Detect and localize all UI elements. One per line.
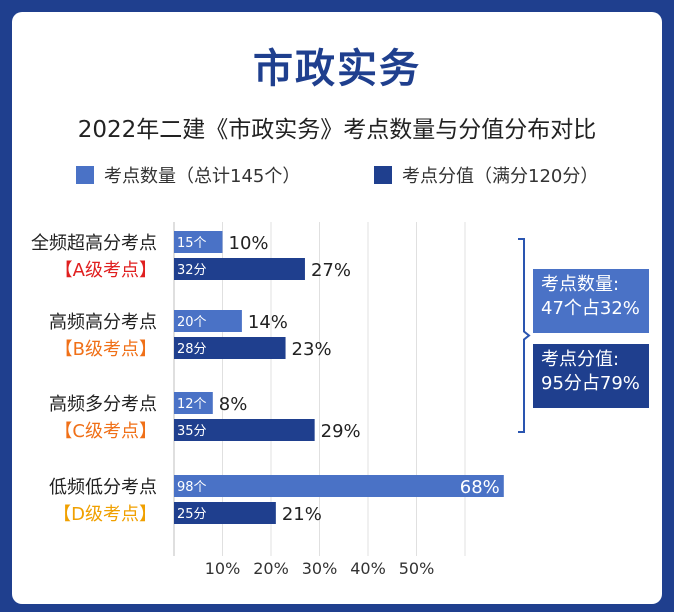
summary-score-line1: 考点分值: bbox=[541, 349, 620, 370]
bar-inner-label: 25分 bbox=[177, 507, 207, 522]
x-tick-label: 30% bbox=[302, 559, 338, 578]
bar-inner-label: 12个 bbox=[177, 397, 207, 412]
summary-box-count: 考点数量: 47个占32% bbox=[533, 269, 649, 333]
bar-value-label: 27% bbox=[311, 260, 351, 281]
bar bbox=[174, 475, 504, 497]
bar-value-label: 21% bbox=[282, 504, 322, 525]
legend-item-count: 考点数量（总计145个） bbox=[76, 162, 300, 188]
bar bbox=[174, 392, 213, 414]
bar-inner-label: 35分 bbox=[177, 424, 207, 439]
legend-label-score: 考点分值（满分120分） bbox=[402, 166, 599, 187]
bar bbox=[174, 419, 315, 441]
summary-count-line2: 47个占32% bbox=[541, 298, 640, 319]
bar-value-label: 68% bbox=[460, 477, 500, 498]
bar-value-label: 10% bbox=[229, 233, 269, 254]
legend-swatch-score bbox=[374, 166, 392, 184]
bar-inner-label: 28分 bbox=[177, 342, 207, 357]
category-level-label: 【D级考点】 bbox=[53, 504, 157, 525]
bar bbox=[174, 502, 276, 524]
legend-item-score: 考点分值（满分120分） bbox=[374, 162, 598, 188]
bar bbox=[174, 310, 242, 332]
category-label: 高频多分考点 bbox=[49, 394, 157, 415]
bar-value-label: 23% bbox=[292, 339, 332, 360]
x-tick-label: 50% bbox=[399, 559, 435, 578]
legend-label-count: 考点数量（总计145个） bbox=[104, 166, 301, 187]
category-level-label: 【A级考点】 bbox=[55, 260, 157, 281]
category-level-label: 【B级考点】 bbox=[55, 339, 157, 360]
legend-swatch-count bbox=[76, 166, 94, 184]
category-level-label: 【C级考点】 bbox=[54, 421, 157, 442]
group-bracket bbox=[518, 238, 531, 433]
x-tick-label: 10% bbox=[205, 559, 241, 578]
x-tick-label: 20% bbox=[253, 559, 289, 578]
bar-inner-label: 98个 bbox=[177, 480, 207, 495]
category-label: 全频超高分考点 bbox=[31, 233, 157, 254]
bar bbox=[174, 337, 286, 359]
bar-inner-label: 20个 bbox=[177, 315, 207, 330]
summary-box-score: 考点分值: 95分占79% bbox=[533, 344, 649, 408]
bar bbox=[174, 231, 223, 253]
bar-value-label: 8% bbox=[219, 394, 248, 415]
bar bbox=[174, 258, 305, 280]
bar-value-label: 29% bbox=[321, 421, 361, 442]
category-label: 高频高分考点 bbox=[49, 312, 157, 333]
chart-subtitle: 2022年二建《市政实务》考点数量与分值分布对比 bbox=[77, 117, 597, 143]
page-title: 市政实务 bbox=[253, 46, 421, 92]
bar-value-label: 14% bbox=[248, 312, 288, 333]
category-label: 低频低分考点 bbox=[49, 477, 157, 498]
bar-inner-label: 15个 bbox=[177, 236, 207, 251]
x-tick-label: 40% bbox=[350, 559, 386, 578]
summary-count-line1: 考点数量: bbox=[541, 274, 620, 295]
bar-inner-label: 32分 bbox=[177, 263, 207, 278]
summary-score-line2: 95分占79% bbox=[541, 373, 640, 394]
